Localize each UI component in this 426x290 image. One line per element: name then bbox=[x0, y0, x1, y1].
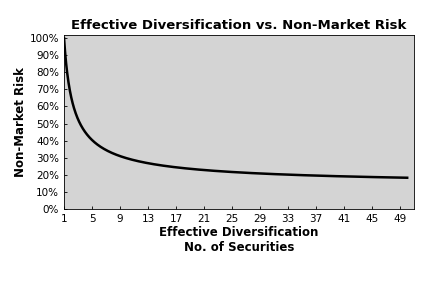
X-axis label: Effective Diversification
No. of Securities: Effective Diversification No. of Securit… bbox=[159, 226, 318, 254]
Title: Effective Diversification vs. Non-Market Risk: Effective Diversification vs. Non-Market… bbox=[71, 19, 406, 32]
Y-axis label: Non-Market Risk: Non-Market Risk bbox=[14, 67, 27, 177]
